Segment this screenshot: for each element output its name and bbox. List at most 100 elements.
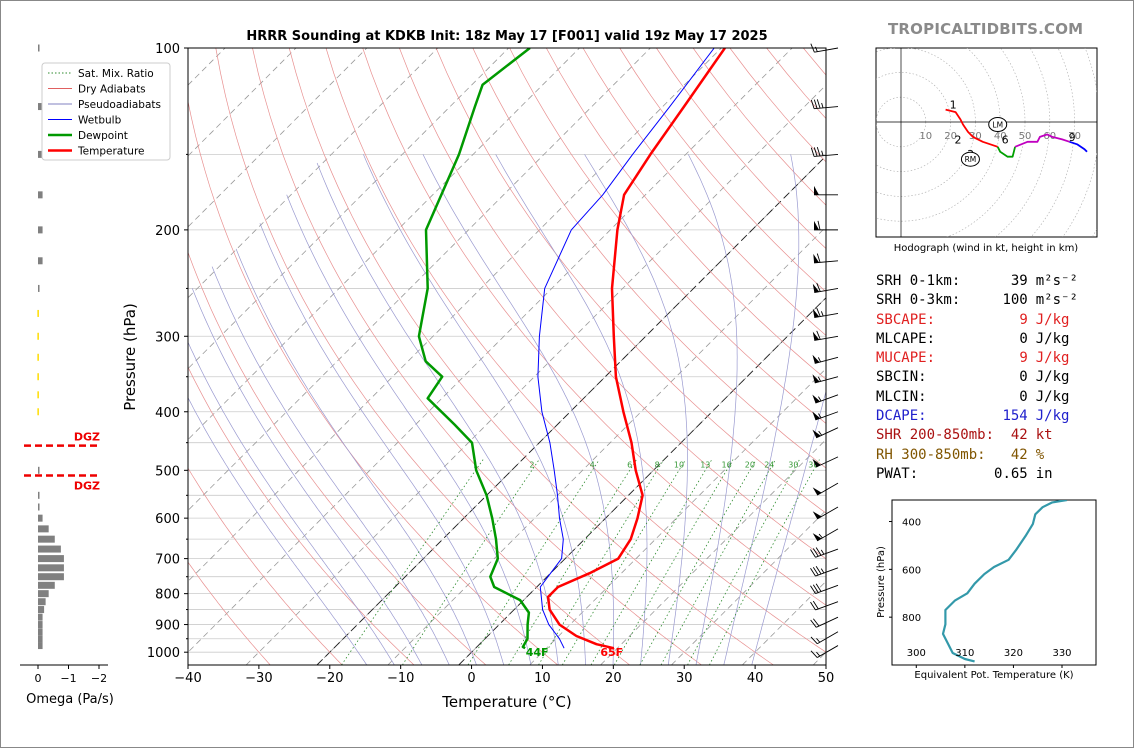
wind-barb [810,645,839,658]
index-label: MUCAPE: [876,350,936,367]
barb-flag [812,354,820,364]
omega-bar [38,535,55,543]
barb-flag [814,185,819,195]
wind-barb [810,616,839,628]
barb-full [816,253,821,263]
surface-dewpoint-label: 44F [526,646,549,659]
storm-motion-label: LM [992,120,1003,129]
index-spacer [986,447,1011,463]
pseudoadiabat [422,154,615,665]
isotherm [245,84,826,665]
wind-barbs [810,43,839,665]
wind-barb [812,427,839,439]
storm-motion-label: RM [965,155,977,164]
barb-half [821,102,824,108]
barb-full [810,43,815,53]
omega-bar [38,573,64,581]
barb-staff [815,584,839,594]
mixing-ratio-line [590,459,713,665]
index-row: SRH 0-1km: 39 m²s⁻² [876,272,1106,291]
x-axis-label: Temperature (°C) [441,693,571,711]
barb-full [810,568,816,577]
x-tick-label: 40 [747,671,764,686]
skew-grid: 1 2 4 6 8 10 13 16 20 24 30 36 [188,48,826,665]
mixing-ratio-label: 16 [722,460,732,469]
index-unit: m²s⁻² [1035,273,1078,289]
barb-staff [816,631,839,645]
brand-watermark: TROPICALTIDBITS.COM [888,20,1084,38]
mixing-ratio-line [660,459,776,665]
x-tick-label: −10 [387,671,414,686]
barb-full [816,99,821,109]
barb-staff [816,456,839,468]
barb-full [812,584,819,593]
mixing-ratio-label: 13 [700,460,710,469]
pseudoadiabat [235,248,477,665]
hodograph-height-label: 2 [955,133,962,146]
y-tick-label: 800 [155,588,180,603]
mixing-ratio-line [341,459,484,665]
omega-bar [38,257,43,265]
barb-flag [812,533,822,541]
barb-flag [812,511,822,519]
hodograph-ring-label: 50 [1019,131,1032,142]
zero-isotherm [458,297,826,665]
pseudoadiabat [723,154,800,665]
omega-bar [38,191,43,199]
barb-full [815,565,822,575]
dry-adiabat [188,99,559,665]
dry-adiabat [188,467,343,665]
wind-barb [812,374,839,384]
mixing-ratio-label: 36 [808,460,818,469]
pseudoadiabat [751,389,826,665]
barb-staff [816,645,839,658]
legend-label: Sat. Mix. Ratio [78,68,154,80]
wind-barb [814,185,838,196]
surface-temperature-label: 65F [600,646,623,659]
mixing-ratio-label: 30 [788,460,798,469]
omega-tick-label: −1 [60,672,76,685]
barb-staff [815,548,839,558]
x-tick-label: 50 [818,671,835,686]
index-row: PWAT: 0.65 in [876,465,1106,484]
dgz-label: DGZ [74,431,100,444]
wind-barb [812,307,839,319]
barb-half [817,376,822,382]
x-tick-label: 10 [534,671,551,686]
omega-bar [38,555,64,563]
y-tick-label: 300 [155,330,180,345]
wind-barb [812,282,839,294]
theta-e-x-tick-label: 320 [1004,648,1023,659]
y-tick-label: 100 [155,42,180,57]
index-unit: J/kg [1035,388,1070,405]
wind-barb [810,583,839,594]
barb-staff [815,567,839,577]
pseudoadiabat [191,288,423,665]
barb-half [820,549,825,555]
barb-half [818,430,823,436]
wind-barb [810,600,839,611]
isotherm [600,438,826,665]
index-value: 9 [1019,350,1028,367]
barb-staff [815,601,839,611]
y-axis-label: Pressure (hPa) [121,303,139,411]
barb-full [816,307,821,317]
isotherm [671,509,826,665]
hodograph-trace [996,146,1016,158]
mixing-ratio-line [561,459,686,665]
omega-bar [38,606,45,614]
wind-barb [812,354,839,364]
barb-flag [813,253,820,263]
index-spacer [960,292,1002,308]
y-tick-label: 600 [155,512,180,527]
dry-adiabat [188,561,271,665]
barb-full [810,601,816,611]
omega-bar [38,525,49,533]
dry-adiabat [325,48,826,653]
index-unit: J/kg [1035,330,1070,347]
theta-e-plot [941,500,1068,663]
index-value: 0 [1019,388,1028,405]
dry-adiabat [215,48,630,665]
dry-adiabat [288,48,774,665]
